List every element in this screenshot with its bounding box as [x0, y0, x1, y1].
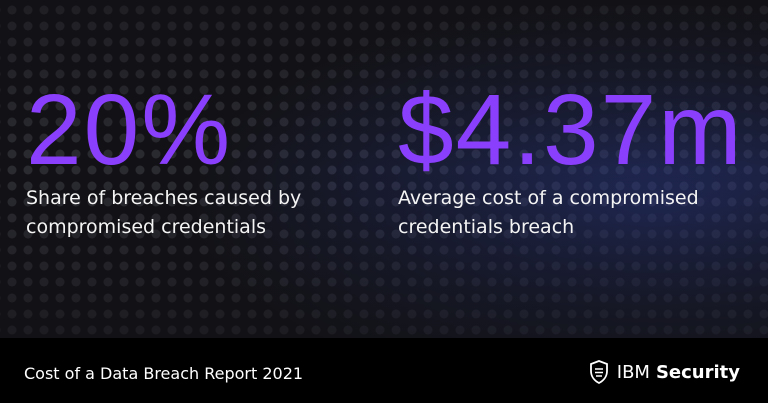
- stat-block: 20% Share of breaches caused by compromi…: [26, 80, 356, 242]
- stat-value: $4.37m: [398, 74, 744, 186]
- brand-product: Security: [655, 361, 740, 383]
- footer-title: Cost of a Data Breach Report 2021: [24, 364, 304, 383]
- footer: Cost of a Data Breach Report 2021 IBM Se…: [0, 338, 768, 403]
- brand-logo: IBM Security: [589, 360, 740, 384]
- stat-caption: Share of breaches caused by compromised …: [26, 187, 302, 238]
- dotted-background: [0, 0, 768, 338]
- stat-value: 20%: [26, 74, 233, 186]
- brand-name: IBM: [616, 361, 650, 383]
- stat-caption: Average cost of a compromised credential…: [398, 187, 699, 238]
- stat-block: $4.37m Average cost of a compromised cre…: [398, 80, 744, 242]
- shield-icon: [589, 360, 608, 384]
